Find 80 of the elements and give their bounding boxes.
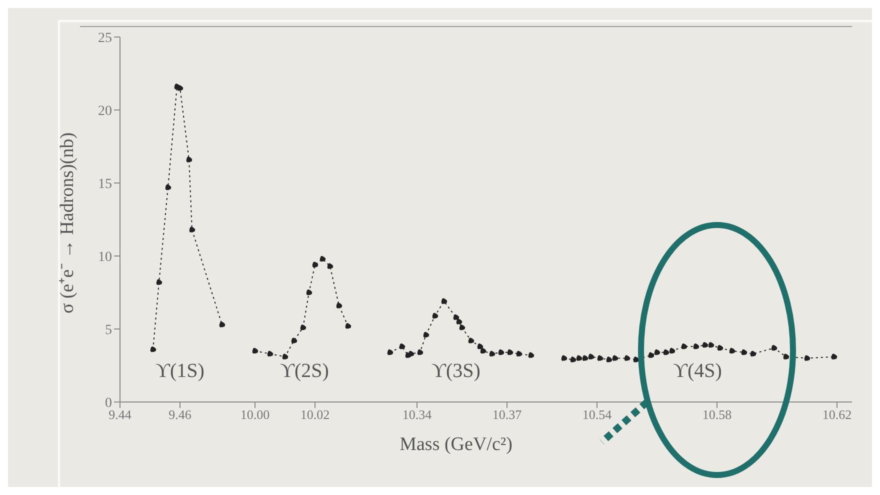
y-tick-label: 15: [98, 176, 112, 192]
point: [560, 355, 568, 362]
annotation: ϒ(4S): [672, 360, 723, 383]
point: [440, 298, 448, 304]
point: [648, 352, 654, 358]
point: [740, 349, 748, 356]
point: [218, 322, 226, 328]
point: [336, 302, 342, 309]
point: [456, 318, 462, 325]
point: [662, 349, 670, 356]
point: [488, 350, 496, 357]
point: [728, 348, 736, 354]
point: [606, 356, 612, 363]
point: [312, 262, 318, 268]
point: [344, 322, 352, 330]
x-tick-label: 10.34: [402, 407, 432, 422]
point: [582, 355, 588, 362]
point: [576, 355, 582, 362]
y-tick-label: 25: [98, 30, 112, 46]
point: [654, 349, 660, 356]
point: [150, 346, 156, 353]
point: [300, 324, 306, 331]
point: [680, 343, 688, 350]
point: [186, 156, 192, 163]
point: [804, 355, 810, 362]
point: [770, 344, 778, 352]
point: [612, 355, 618, 362]
point: [326, 263, 334, 270]
point: [458, 324, 466, 331]
annotation: ϒ(2S): [279, 360, 330, 383]
x-tick-label: 10.58: [702, 407, 732, 422]
point: [164, 184, 172, 190]
point: [386, 349, 394, 356]
point: [468, 338, 474, 344]
point: [588, 354, 594, 360]
point: [668, 348, 676, 354]
point: [282, 354, 288, 360]
point: [252, 348, 258, 354]
point: [708, 342, 714, 348]
point: [624, 355, 630, 362]
point: [516, 350, 522, 357]
point: [750, 350, 756, 357]
y-tick-label: 20: [98, 104, 112, 119]
point: [570, 356, 576, 363]
point: [480, 348, 486, 354]
point: [692, 343, 700, 350]
point: [476, 343, 484, 350]
point: [398, 343, 406, 350]
point: [452, 314, 460, 320]
point: [506, 349, 514, 356]
point: [702, 342, 708, 348]
x-tick-label: 9.46: [168, 407, 192, 422]
x-tick-label: 10.62: [822, 407, 852, 422]
point: [156, 279, 162, 286]
point: [266, 350, 274, 357]
point: [408, 350, 414, 357]
y-axis-title: σ (e⁺e⁻ → Hadrons)(nb): [56, 132, 79, 314]
point: [290, 338, 298, 344]
point: [782, 354, 790, 360]
annotation: ϒ(3S): [430, 360, 482, 383]
point: [498, 349, 504, 356]
y-tick-label: 10: [98, 250, 112, 265]
point: [528, 352, 534, 358]
point: [716, 344, 724, 352]
point: [416, 349, 424, 356]
point: [319, 256, 326, 262]
x-tick-label: 10.37: [492, 407, 522, 422]
annotation: ϒ(1S): [154, 360, 206, 383]
point: [596, 355, 604, 362]
point: [432, 312, 438, 319]
point: [188, 226, 196, 233]
point: [422, 332, 430, 338]
point: [830, 354, 838, 360]
point: [176, 85, 184, 92]
x-axis-title: Mass (GeV/c²): [398, 434, 514, 456]
point: [306, 289, 312, 296]
x-tick-label: 10.02: [300, 407, 330, 422]
y-tick-label: 5: [105, 322, 112, 338]
x-tick-label: 10.00: [240, 407, 270, 422]
x-tick-label: 10.54: [582, 407, 612, 422]
